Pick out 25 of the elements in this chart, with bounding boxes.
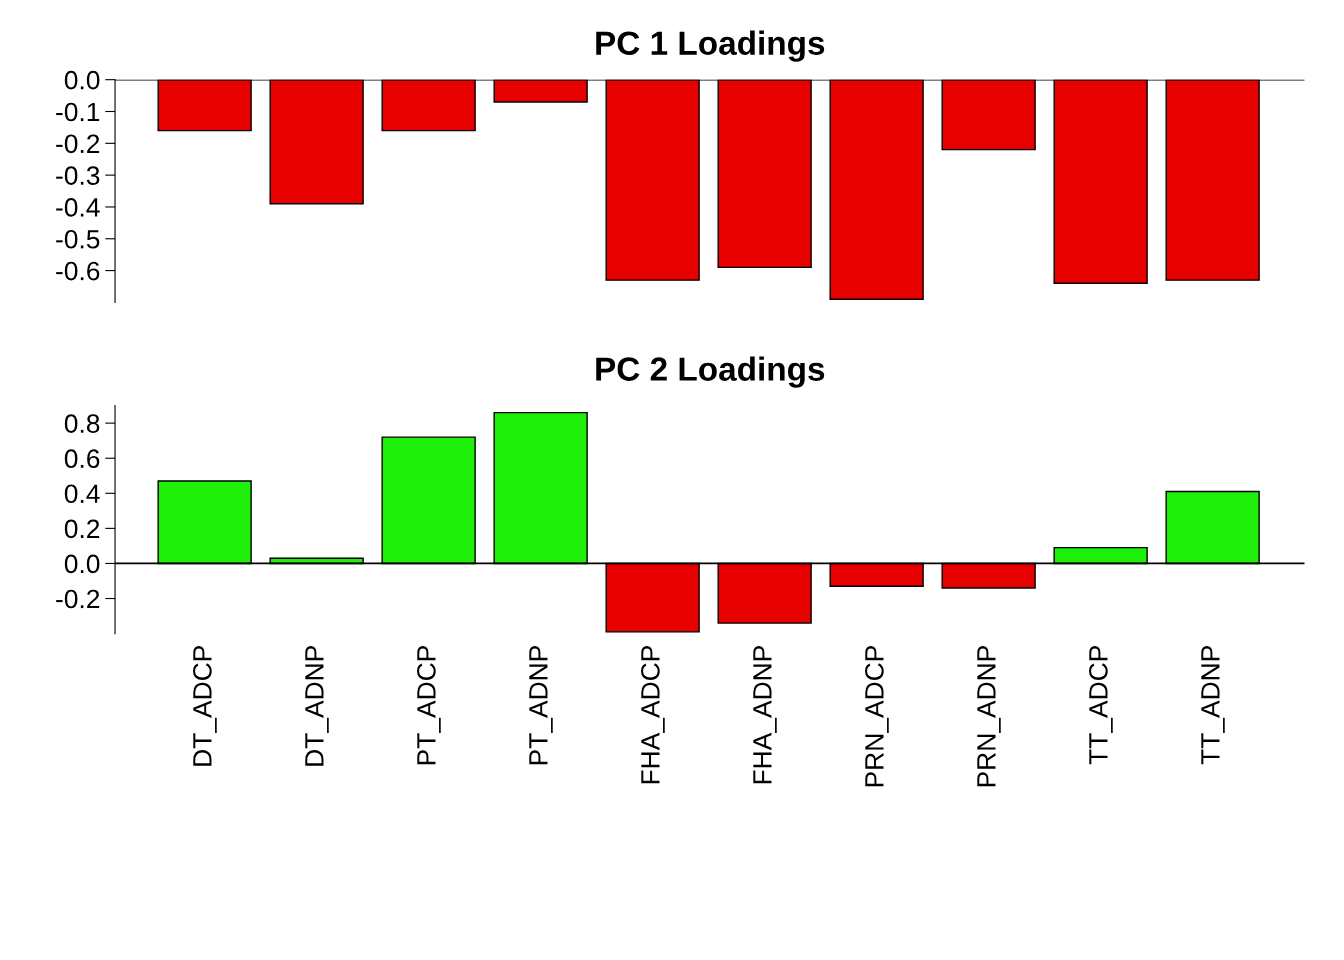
x-tick-label: FHA_ADNP <box>753 646 777 784</box>
x-tick-label: PT_ADNP <box>529 646 553 765</box>
y-tick-label: -0.6 <box>56 261 100 281</box>
y-tick-label: 0.0 <box>64 554 100 574</box>
y-tick-label: -0.2 <box>56 134 100 154</box>
x-tick-label: DT_ADNP <box>305 646 329 766</box>
x-tick-label: PT_ADCP <box>417 646 441 765</box>
x-tick-label: TT_ADCP <box>1089 646 1113 765</box>
y-tick-label: -0.1 <box>56 102 100 122</box>
y-tick-label: 0.2 <box>64 519 100 539</box>
y-tick-label: -0.2 <box>56 589 100 609</box>
y-tick-label: 0.8 <box>64 414 100 433</box>
x-tick-label: PRN_ADCP <box>865 646 889 787</box>
chart-title: PC 1 Loadings <box>596 30 825 62</box>
x-tick-label: PRN_ADNP <box>977 646 1001 787</box>
y-tick-label: -0.4 <box>56 198 100 217</box>
y-tick-label: -0.5 <box>56 229 100 249</box>
x-tick-label: TT_ADNP <box>1201 646 1225 765</box>
y-tick-label: 0.4 <box>64 484 100 504</box>
y-tick-label: 0.0 <box>64 70 100 90</box>
x-tick-label: DT_ADCP <box>193 646 217 766</box>
chart-title: PC 2 Loadings <box>596 356 825 388</box>
y-tick-label: 0.6 <box>64 449 100 469</box>
x-tick-label: FHA_ADCP <box>641 646 665 784</box>
y-tick-label: -0.3 <box>56 166 100 185</box>
